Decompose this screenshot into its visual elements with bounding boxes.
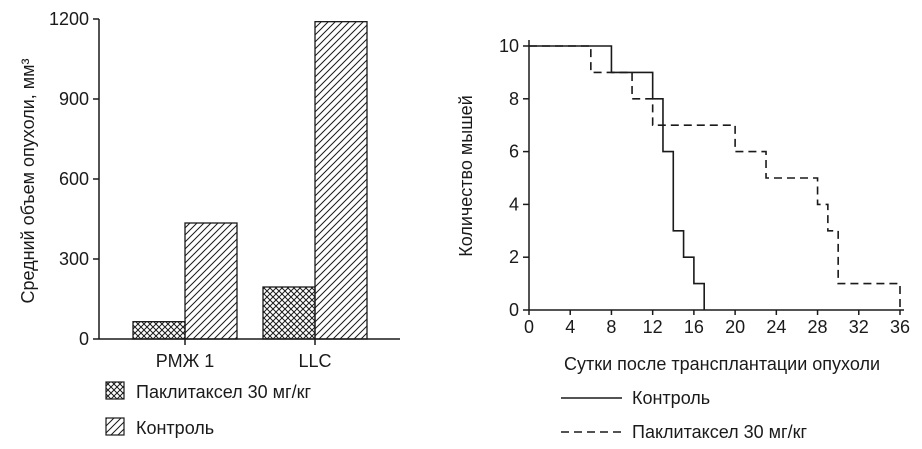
survival-chart-x-axis: 0 4 8 12 16 20 24 28 32 36 [524,309,910,337]
bar-chart-y-axis: 0 300 600 900 1200 [49,9,100,349]
line-y-tick-label: 6 [509,142,519,162]
bar-paclitaxel-1 [262,286,316,340]
series-control-line [529,45,705,310]
line-x-tick-label: 8 [606,317,616,337]
bar-x-tick-label: РМЖ 1 [156,351,214,371]
survival-chart-ylabel: Количество мышей [456,95,476,256]
bar-chart-bars [132,21,368,340]
bar-chart: Средний объем опухоли, мм³ 0 300 600 900 120… [18,9,400,438]
line-x-tick-label: 28 [808,317,828,337]
line-y-tick-label: 0 [509,300,519,320]
bar-control-0 [184,222,238,340]
survival-chart-series [529,45,901,310]
line-x-tick-label: 20 [725,317,745,337]
line-x-tick-label: 24 [766,317,786,337]
line-x-tick-label: 36 [890,317,910,337]
legend-label-paclitaxel: Паклитаксел 30 мг/кг [136,382,311,402]
line-y-tick-label: 2 [509,247,519,267]
bar-x-tick-label: LLC [298,351,331,371]
survival-chart-legend: Контроль Паклитаксел 30 мг/кг [561,388,807,442]
bar-y-tick-label: 300 [59,249,89,269]
line-y-tick-label: 8 [509,89,519,109]
bar-y-tick-label: 1200 [49,9,89,29]
line-x-tick-label: 4 [565,317,575,337]
line-x-tick-label: 12 [643,317,663,337]
legend-label-paclitaxel: Паклитаксел 30 мг/кг [632,422,807,442]
series-paclitaxel-line [529,45,901,310]
line-y-tick-label: 4 [509,194,519,214]
bar-chart-x-axis: РМЖ 1 LLC [99,338,400,371]
legend-swatch-control [105,417,125,436]
bar-y-tick-label: 600 [59,169,89,189]
line-y-tick-label: 10 [499,36,519,56]
line-x-tick-label: 32 [849,317,869,337]
bar-chart-ylabel: Средний объем опухоли, мм³ [18,58,38,303]
survival-chart-y-axis: 0 2 4 6 8 10 [499,36,530,320]
bar-y-tick-label: 0 [79,329,89,349]
bar-control-1 [314,21,368,340]
survival-chart: Количество мышей Сутки после транспланта… [456,36,910,442]
line-x-tick-label: 0 [524,317,534,337]
legend-label-control: Контроль [632,388,710,408]
legend-label-control: Контроль [136,418,214,438]
line-x-tick-label: 16 [684,317,704,337]
legend-swatch-paclitaxel [105,381,125,400]
bar-y-tick-label: 900 [59,89,89,109]
bar-paclitaxel-0 [132,321,186,340]
bar-chart-legend: Паклитаксел 30 мг/кг Контроль [105,381,311,438]
survival-chart-xlabel: Сутки после трансплантации опухоли [564,354,880,374]
